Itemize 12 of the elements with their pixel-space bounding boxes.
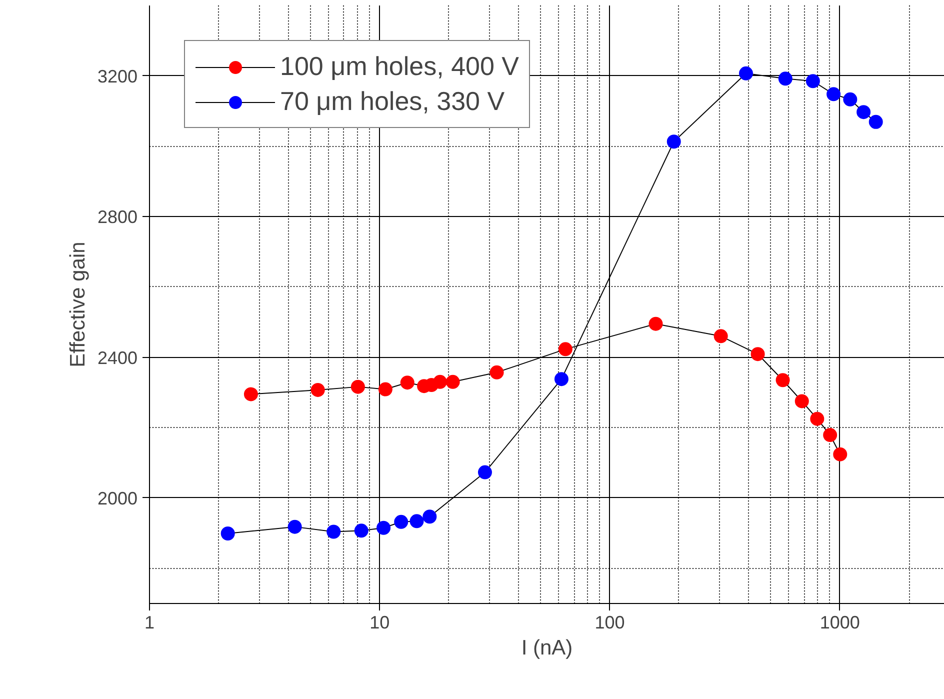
x-tick-label: 100 — [594, 612, 625, 632]
y-tick-label: 2400 — [97, 348, 138, 368]
x-tick-label: 10 — [370, 612, 390, 632]
x-axis-title: I (nA) — [521, 636, 573, 660]
y-tick-label: 2000 — [97, 488, 138, 508]
legend-label: 70 μm holes, 330 V — [280, 86, 505, 117]
x-tick-label: 1000 — [820, 612, 860, 632]
y-tick-label: 3200 — [97, 66, 138, 86]
legend-label: 100 μm holes, 400 V — [280, 51, 520, 82]
y-axis-title: Effective gain — [66, 242, 90, 368]
x-tick-label: 1 — [144, 612, 155, 632]
y-tick-label: 2800 — [97, 207, 138, 228]
